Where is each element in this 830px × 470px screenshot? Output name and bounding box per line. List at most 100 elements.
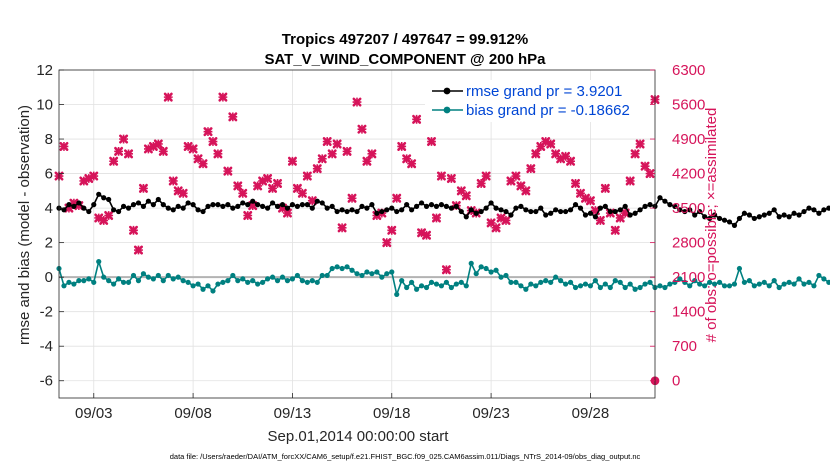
rmse-point	[210, 202, 216, 208]
y-tick-label: 4	[45, 200, 53, 217]
bias-point	[289, 276, 296, 282]
rmse-point	[240, 200, 246, 206]
rmse-point	[135, 200, 142, 206]
obs-assimilated-point-arm	[139, 183, 148, 193]
bias-point	[672, 279, 678, 285]
y-tick-label: -2	[40, 304, 53, 321]
bias-point	[816, 272, 822, 279]
rmse-point	[612, 208, 618, 215]
bias-point	[324, 272, 330, 279]
obs-assimilated-point-arm	[188, 144, 198, 154]
obs-assimilated-point-arm	[337, 223, 347, 233]
bias-point	[269, 274, 276, 280]
obs-assimilated-point-arm	[615, 213, 625, 223]
y2-tick-label: 2800	[672, 235, 705, 252]
bias-point	[86, 276, 92, 282]
rmse-point	[721, 217, 728, 223]
obs-assimilated-point-arm	[392, 193, 402, 203]
rmse-point	[602, 203, 608, 209]
bias-point	[319, 272, 325, 279]
bias-point	[165, 272, 171, 279]
x-tick-label: 09/08	[174, 405, 212, 422]
rmse-point	[791, 210, 797, 216]
rmse-point	[414, 203, 420, 209]
bias-point	[404, 284, 410, 291]
rmse-point	[205, 203, 211, 209]
bias-point	[503, 272, 509, 279]
obs-assimilated-point-arm	[59, 142, 69, 151]
rmse-point	[468, 207, 474, 213]
bias-point	[91, 279, 97, 285]
rmse-point	[448, 205, 454, 211]
obs-assimilated-point-arm	[89, 171, 99, 181]
rmse-point	[801, 208, 807, 215]
obs-assimilated-point-arm	[481, 171, 491, 181]
obs-assimilated-point-arm	[213, 149, 223, 159]
bias-point	[210, 288, 216, 294]
bias-point	[577, 283, 584, 289]
obs-assimilated-point-arm	[322, 137, 332, 146]
rmse-point	[538, 205, 544, 211]
rmse-point	[339, 207, 345, 213]
rmse-point	[518, 203, 524, 209]
bias-point	[751, 283, 757, 289]
bias-point	[587, 283, 594, 289]
rmse-point	[736, 215, 743, 222]
bias-point	[379, 274, 385, 280]
x-tick-label: 09/13	[274, 405, 312, 422]
rmse-point	[309, 205, 315, 211]
bias-point	[453, 281, 459, 287]
obs-assimilated-point-arm	[332, 139, 342, 149]
bias-point	[731, 281, 738, 287]
rmse-point	[269, 200, 276, 206]
bias-point	[284, 278, 291, 284]
rmse-point	[716, 215, 723, 222]
bias-point	[726, 283, 733, 289]
bias-point	[448, 284, 454, 291]
obs-assimilated-point-arm	[203, 127, 213, 137]
bias-point	[493, 267, 499, 273]
obs-assimilated-point-arm	[610, 225, 620, 235]
y-tick-label: -6	[40, 373, 53, 390]
rmse-point	[483, 205, 489, 211]
obs-assimilated-point-arm	[243, 211, 253, 220]
rmse-point	[682, 208, 688, 215]
footnote: data file: /Users/raeder/DAI/ATM_forcXX/…	[170, 452, 641, 461]
rmse-point	[543, 212, 549, 218]
obs-assimilated-point-arm	[218, 92, 228, 102]
rmse-point	[821, 207, 827, 213]
y2-tick-label: 4200	[672, 166, 705, 183]
obs-assimilated-point-arm	[134, 245, 143, 255]
bias-point	[389, 269, 395, 275]
y-tick-label: 2	[45, 235, 53, 252]
rmse-point	[741, 210, 748, 216]
bias-point	[702, 283, 708, 289]
rmse-point	[811, 207, 817, 213]
obs-assimilated-point-arm	[422, 230, 431, 240]
rmse-point	[632, 210, 638, 216]
rmse-point	[428, 202, 435, 208]
rmse-point	[190, 202, 196, 208]
bias-point	[304, 279, 310, 285]
bias-point	[682, 279, 688, 285]
rmse-point	[726, 219, 733, 225]
obs-assimilated-point-arm	[531, 149, 541, 159]
bias-point	[498, 274, 504, 280]
obs-assimilated-point-arm	[114, 146, 123, 156]
rmse-point	[473, 210, 479, 216]
y2-tick-label: 5600	[672, 97, 705, 114]
x-tick-label: 09/28	[572, 405, 610, 422]
obs-assimilated-point-arm	[635, 139, 645, 149]
obs-assimilated-point-arm	[268, 183, 277, 193]
bias-point	[463, 283, 469, 289]
rmse-point	[96, 191, 102, 197]
rmse-point	[66, 202, 72, 208]
y2-tick-label: 700	[672, 338, 697, 355]
legend-bias-marker	[443, 106, 451, 114]
rmse-point	[662, 198, 668, 204]
bias-point	[260, 279, 266, 285]
rmse-point	[766, 210, 772, 216]
rmse-point	[423, 203, 430, 209]
rmse-point	[399, 207, 405, 213]
